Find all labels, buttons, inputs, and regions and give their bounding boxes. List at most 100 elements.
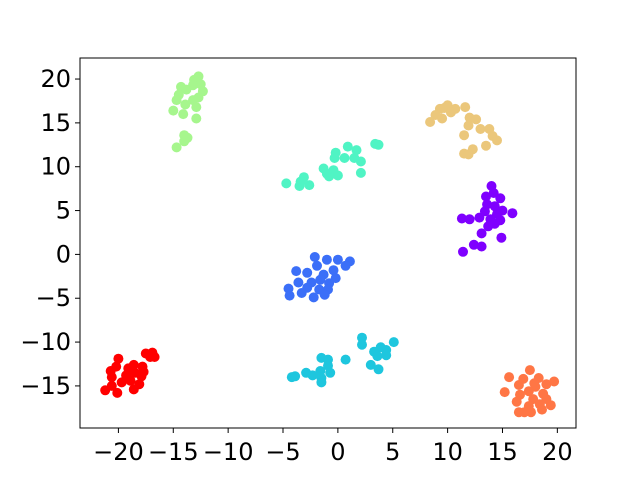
data-point: [284, 290, 295, 301]
data-point: [328, 265, 339, 276]
x-tick-label: −20: [93, 438, 144, 466]
x-tick-label: −15: [148, 438, 199, 466]
data-point: [463, 149, 474, 160]
data-point: [513, 407, 524, 418]
data-point: [171, 142, 182, 153]
data-point: [489, 218, 500, 229]
y-tick-label: 10: [40, 153, 71, 181]
x-tick-label: 15: [487, 438, 518, 466]
y-axis: −15 −10 −5 0 5 10 15 20: [20, 65, 80, 400]
data-point: [168, 105, 179, 116]
data-point: [315, 274, 326, 285]
data-point: [332, 170, 343, 181]
data-point: [425, 117, 436, 127]
data-point: [181, 84, 192, 95]
series-3: [281, 138, 384, 191]
data-point: [381, 350, 392, 361]
data-point: [476, 228, 487, 239]
data-point: [373, 364, 384, 375]
data-point: [459, 130, 470, 141]
data-point: [541, 379, 552, 390]
series-2: [286, 332, 399, 388]
data-point: [496, 232, 507, 243]
data-point: [471, 114, 482, 125]
data-point: [372, 351, 383, 362]
x-tick-label: −5: [265, 438, 300, 466]
data-point: [460, 102, 471, 113]
scatter-points: [100, 71, 560, 418]
data-point: [526, 407, 536, 418]
data-point: [113, 353, 124, 364]
y-tick-label: 0: [56, 240, 71, 268]
data-point: [324, 171, 335, 182]
data-point: [351, 145, 362, 156]
data-point: [145, 352, 156, 362]
x-tick-label: 0: [330, 438, 345, 466]
y-tick-label: −5: [36, 284, 71, 312]
data-point: [112, 387, 123, 398]
data-point: [476, 241, 487, 252]
data-point: [342, 141, 353, 152]
plot-area-frame: [79, 57, 577, 429]
y-tick-label: −15: [20, 372, 71, 400]
series-1: [283, 252, 355, 303]
data-point: [281, 178, 292, 189]
data-point: [468, 239, 479, 250]
data-point: [373, 139, 384, 150]
series-4: [168, 71, 208, 153]
data-point: [507, 208, 518, 219]
data-point: [492, 135, 502, 146]
x-tick-label: −10: [203, 438, 254, 466]
data-point: [524, 365, 535, 376]
data-point: [304, 180, 315, 191]
data-point: [286, 372, 297, 383]
data-point: [296, 288, 307, 298]
y-tick-label: 5: [56, 197, 71, 225]
x-axis: −20 −15 −10 −5 0 5 10 15 20: [93, 428, 573, 466]
data-point: [355, 167, 366, 178]
data-point: [511, 396, 522, 407]
data-point: [481, 191, 491, 202]
y-tick-label: 15: [40, 109, 71, 137]
data-point: [179, 136, 190, 147]
data-point: [495, 193, 506, 204]
series-0: [456, 181, 518, 257]
data-point: [332, 254, 343, 265]
data-point: [106, 372, 117, 383]
y-tick-label: 20: [40, 65, 71, 93]
data-point: [291, 266, 302, 277]
data-point: [357, 339, 367, 350]
data-point: [437, 113, 448, 124]
y-tick-label: −10: [20, 328, 71, 356]
data-point: [355, 156, 366, 167]
data-point: [316, 377, 327, 388]
data-point: [191, 102, 202, 113]
data-point: [191, 113, 202, 124]
data-point: [523, 386, 534, 397]
data-point: [308, 292, 319, 303]
data-point: [178, 109, 189, 120]
data-point: [475, 124, 486, 134]
series-6: [499, 365, 560, 418]
data-point: [307, 370, 318, 381]
data-point: [357, 332, 367, 343]
data-point: [193, 92, 204, 103]
data-point: [537, 404, 547, 415]
data-point: [365, 359, 376, 370]
data-point: [302, 267, 313, 278]
data-point: [319, 289, 330, 300]
data-point: [481, 140, 491, 151]
data-point: [136, 371, 147, 382]
data-point: [116, 377, 127, 388]
data-point: [125, 375, 136, 386]
data-point: [340, 260, 351, 271]
data-point: [458, 246, 468, 257]
data-point: [504, 372, 515, 383]
x-tick-label: 5: [385, 438, 400, 466]
data-point: [100, 385, 111, 396]
data-point: [293, 277, 304, 288]
data-point: [474, 212, 485, 223]
data-point: [499, 387, 510, 398]
data-point: [294, 181, 305, 191]
